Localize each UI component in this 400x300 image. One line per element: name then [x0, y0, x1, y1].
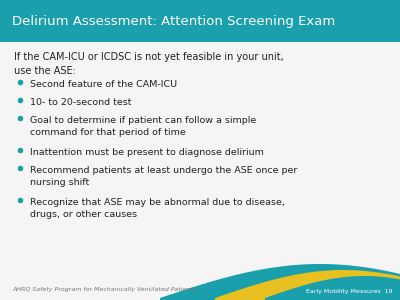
Text: Recommend patients at least undergo the ASE once per
nursing shift: Recommend patients at least undergo the … — [30, 166, 297, 187]
Polygon shape — [215, 270, 400, 300]
Text: 10- to 20-second test: 10- to 20-second test — [30, 98, 132, 107]
Polygon shape — [265, 276, 400, 300]
Text: If the CAM-ICU or ICDSC is not yet feasible in your unit,
use the ASE:: If the CAM-ICU or ICDSC is not yet feasi… — [14, 52, 284, 76]
Text: AHRQ Safety Program for Mechanically Ventilated Patients: AHRQ Safety Program for Mechanically Ven… — [12, 287, 196, 292]
Text: Early Mobility Measures  19: Early Mobility Measures 19 — [306, 290, 393, 295]
FancyBboxPatch shape — [0, 0, 400, 42]
Text: Recognize that ASE may be abnormal due to disease,
drugs, or other causes: Recognize that ASE may be abnormal due t… — [30, 198, 285, 219]
Text: Inattention must be present to diagnose delirium: Inattention must be present to diagnose … — [30, 148, 264, 157]
Text: Second feature of the CAM-ICU: Second feature of the CAM-ICU — [30, 80, 177, 89]
Polygon shape — [160, 264, 400, 300]
Text: Delirium Assessment: Attention Screening Exam: Delirium Assessment: Attention Screening… — [12, 14, 335, 28]
Text: Goal to determine if patient can follow a simple
command for that period of time: Goal to determine if patient can follow … — [30, 116, 256, 137]
